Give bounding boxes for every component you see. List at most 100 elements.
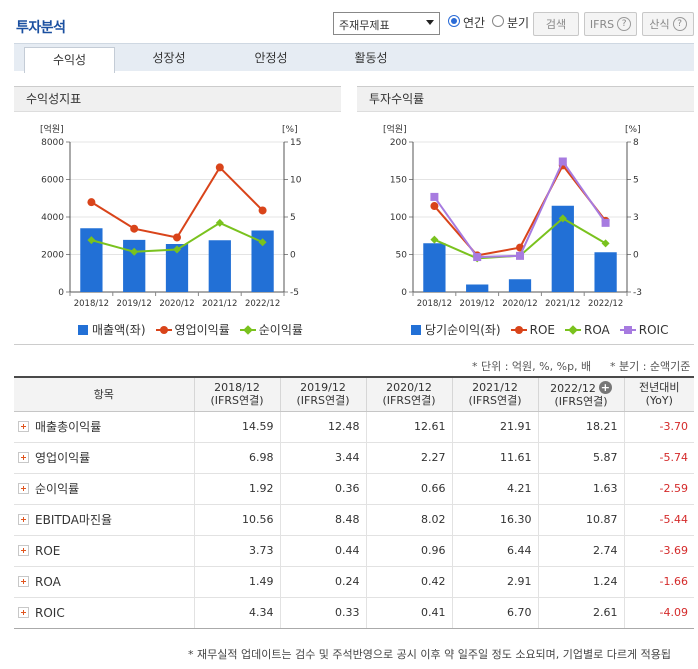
header-period: 2020/12 (IFRS연결) xyxy=(365,377,452,412)
table-cell: 12.48 xyxy=(279,411,366,443)
y-tick-label-right: 3 xyxy=(633,213,639,223)
row-label[interactable]: 매출총이익률 xyxy=(14,411,194,443)
bar xyxy=(508,279,532,292)
line-point xyxy=(430,235,439,244)
line-point xyxy=(430,192,439,201)
tab-profitability[interactable]: 수익성 xyxy=(24,47,115,73)
table-cell: 0.66 xyxy=(365,473,452,505)
return-chart: [억원] [%] 200 8 150 5 100 3 50 0 0 -3 2018/12 2019/12 2… xyxy=(383,123,642,309)
table-cell: 1.92 xyxy=(193,473,280,505)
expand-plus-icon[interactable] xyxy=(18,483,29,494)
legend-swatch xyxy=(411,324,421,335)
header-period: 2018/12 (IFRS연결) xyxy=(193,377,280,412)
line-point xyxy=(258,206,267,215)
header-item: 항목 xyxy=(14,377,194,412)
x-tick-label: 2019/12 xyxy=(117,299,152,309)
row-label[interactable]: ROA xyxy=(14,566,194,598)
yoy-cell: -2.59 xyxy=(623,473,694,505)
expand-plus-icon[interactable] xyxy=(18,544,29,556)
tab-growth[interactable]: 성장성 xyxy=(152,51,186,65)
bar xyxy=(594,252,617,292)
table-cell: 8.48 xyxy=(279,504,366,536)
expand-plus-icon[interactable] xyxy=(18,575,29,587)
y-tick-label-right: -5 xyxy=(290,288,299,298)
section-divider xyxy=(14,344,694,345)
radio-quarter-label[interactable]: 분기 xyxy=(507,16,530,30)
table-row[interactable]: 매출총이익률 14.59 12.48 12.61 21.91 18.21 -3.70 xyxy=(14,411,694,443)
table-cell: 3.73 xyxy=(193,535,280,567)
legend-label: 매출액(좌) xyxy=(92,323,146,337)
ifrs-help-button[interactable]: IFRS ? xyxy=(584,12,637,36)
y-tick-label-left: 50 xyxy=(396,251,408,261)
table-row[interactable]: EBITDA마진율 10.56 8.48 8.02 16.30 10.87 -5.44 xyxy=(14,504,694,536)
table-cell: 0.24 xyxy=(279,566,366,598)
y-tick-label-right: 10 xyxy=(290,176,302,186)
y-tick-label-left: 4000 xyxy=(41,213,64,223)
search-button[interactable]: 검색 xyxy=(533,12,579,36)
table-cell: 2.91 xyxy=(451,566,538,598)
table-cell: 2.27 xyxy=(365,442,452,474)
line-point xyxy=(430,202,439,211)
right-unit-label: [%] xyxy=(282,125,298,135)
y-tick-label-right: 5 xyxy=(290,213,296,223)
row-label[interactable]: 순이익률 xyxy=(14,473,194,505)
tab-activity[interactable]: 활동성 xyxy=(354,51,388,65)
yoy-cell: -5.44 xyxy=(623,504,694,536)
table-cell: 12.61 xyxy=(365,411,452,443)
y-tick-label-left: 150 xyxy=(390,176,407,186)
y-tick-label-left: 200 xyxy=(390,138,407,148)
formula-help-button[interactable]: 산식 ? xyxy=(642,12,694,36)
report-type-select[interactable]: 주재무제표 xyxy=(333,12,440,35)
table-cell: 10.56 xyxy=(193,504,280,536)
legend-label: ROA xyxy=(583,322,610,337)
expand-plus-icon[interactable] xyxy=(18,606,29,618)
legend-item: 영업이익률 xyxy=(155,321,230,338)
line-point xyxy=(87,236,96,245)
radio-annual-label[interactable]: 연간 xyxy=(463,16,486,30)
line-point xyxy=(173,233,181,242)
question-icon: ? xyxy=(617,17,632,31)
page-title: 투자분석 xyxy=(16,20,66,36)
table-cell: 0.42 xyxy=(365,566,452,598)
table-cell: 10.87 xyxy=(537,504,624,536)
row-label[interactable]: 영업이익률 xyxy=(14,442,194,474)
unit-note: * 단위 : 억원, %, %p, 배 xyxy=(472,360,592,373)
y-tick-label-right: 0 xyxy=(633,251,639,261)
line-point xyxy=(215,163,224,172)
bar xyxy=(80,228,103,292)
profitability-legend: 매출액(좌) 영업이익률 순이익률 xyxy=(78,321,313,338)
table-row[interactable]: 영업이익률 6.98 3.44 2.27 11.61 5.87 -5.74 xyxy=(14,442,694,474)
bar xyxy=(423,243,446,292)
table-cell: 5.87 xyxy=(537,442,624,474)
expand-plus-icon[interactable] xyxy=(18,452,29,463)
report-type-value: 주재무제표 xyxy=(339,19,390,32)
row-label[interactable]: ROIC xyxy=(14,597,194,629)
x-tick-label: 2018/12 xyxy=(74,299,109,309)
expand-plus-icon[interactable]: + xyxy=(598,380,612,394)
right-unit-label: [%] xyxy=(625,125,641,135)
x-tick-label: 2022/12 xyxy=(588,299,623,309)
profitability-chart: [억원] [%] 8000 15 6000 10 4000 5 2000 0 0 -5 2018/12 2… xyxy=(40,123,302,309)
header: 투자분석 주재무제표 연간 분기 검색 IFRS ? 산식 ? xyxy=(0,0,698,42)
expand-plus-icon[interactable] xyxy=(18,514,29,525)
table-row[interactable]: 순이익률 1.92 0.36 0.66 4.21 1.63 -2.59 xyxy=(14,473,694,505)
legend-label: ROE xyxy=(529,322,555,337)
table-row[interactable]: ROIC 4.34 0.33 0.41 6.70 2.61 -4.09 xyxy=(14,597,694,629)
table-cell: 6.44 xyxy=(451,535,538,567)
expand-plus-icon[interactable] xyxy=(18,421,29,432)
table-row[interactable]: ROA 1.49 0.24 0.42 2.91 1.24 -1.66 xyxy=(14,566,694,598)
formula-button-label: 산식 xyxy=(649,18,670,31)
table-cell: 6.70 xyxy=(451,597,538,629)
table-cell: 18.21 xyxy=(537,411,624,443)
yoy-cell: -1.66 xyxy=(623,566,694,598)
tab-stability[interactable]: 안정성 xyxy=(254,51,288,65)
table-cell: 0.41 xyxy=(365,597,452,629)
line-point xyxy=(130,247,139,256)
y-tick-label-left: 0 xyxy=(401,288,407,298)
radio-quarter[interactable] xyxy=(492,15,504,27)
legend-item: 당기순이익(좌) xyxy=(411,321,501,338)
table-row[interactable]: ROE 3.73 0.44 0.96 6.44 2.74 -3.69 xyxy=(14,535,694,567)
row-label[interactable]: EBITDA마진율 xyxy=(14,504,194,536)
radio-annual[interactable] xyxy=(448,15,460,27)
row-label[interactable]: ROE xyxy=(14,535,194,567)
